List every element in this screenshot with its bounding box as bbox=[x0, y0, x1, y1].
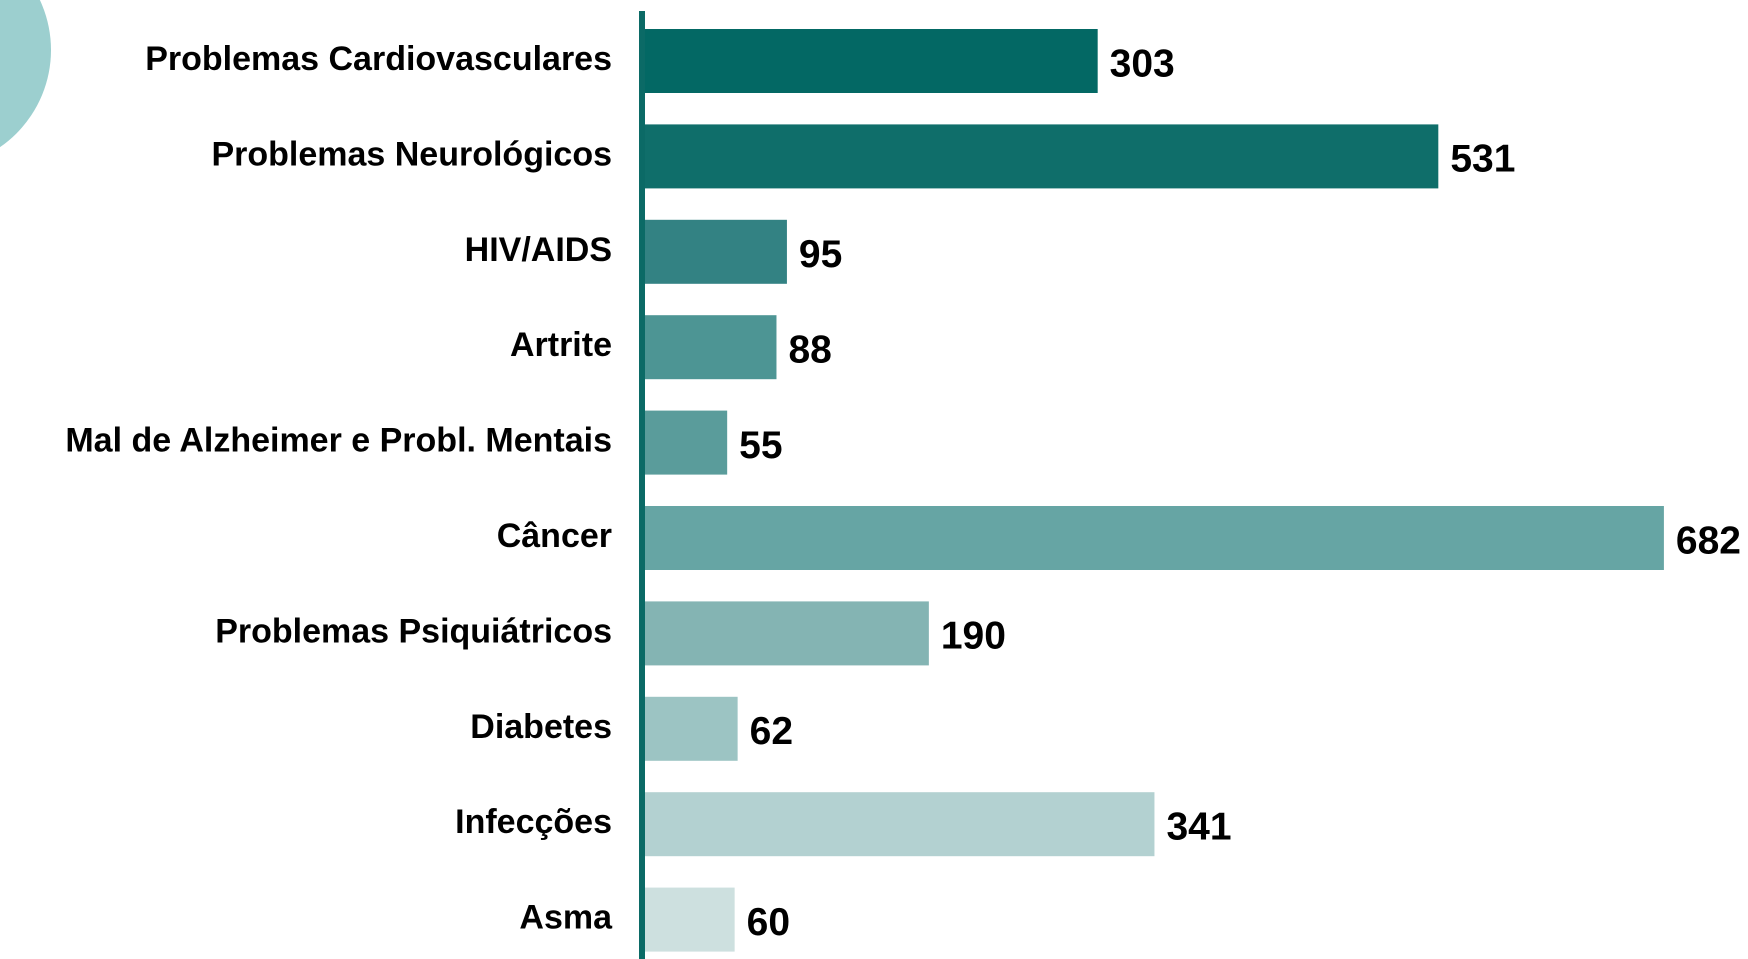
bar bbox=[645, 887, 735, 952]
bar bbox=[645, 124, 1439, 189]
value-label: 303 bbox=[1110, 42, 1175, 85]
value-label: 682 bbox=[1676, 519, 1741, 562]
bar bbox=[645, 410, 728, 475]
category-label: Câncer bbox=[497, 517, 612, 555]
bar bbox=[645, 315, 777, 380]
value-label: 190 bbox=[941, 615, 1006, 658]
category-label: Mal de Alzheimer e Probl. Mentais bbox=[65, 422, 612, 460]
decorative-circle bbox=[0, 0, 51, 148]
bar bbox=[645, 696, 738, 761]
bar bbox=[645, 601, 929, 666]
category-label: Problemas Psiquiátricos bbox=[215, 612, 612, 650]
category-label: Diabetes bbox=[470, 708, 612, 746]
category-label: HIV/AIDS bbox=[465, 231, 612, 269]
category-label: Infecções bbox=[455, 803, 612, 841]
category-label: Problemas Cardiovasculares bbox=[145, 40, 612, 78]
value-label: 55 bbox=[739, 424, 782, 467]
value-label: 531 bbox=[1450, 138, 1515, 181]
value-label: 341 bbox=[1166, 805, 1231, 848]
bar bbox=[645, 29, 1098, 93]
category-label: Artrite bbox=[510, 326, 612, 364]
bar bbox=[645, 506, 1664, 570]
bar bbox=[645, 792, 1155, 857]
value-label: 60 bbox=[747, 901, 790, 944]
category-label: Problemas Neurológicos bbox=[211, 135, 612, 173]
category-label: Asma bbox=[519, 899, 613, 937]
value-label: 88 bbox=[788, 328, 831, 371]
bar bbox=[645, 219, 787, 284]
value-label: 62 bbox=[750, 710, 793, 753]
value-label: 95 bbox=[799, 233, 842, 276]
